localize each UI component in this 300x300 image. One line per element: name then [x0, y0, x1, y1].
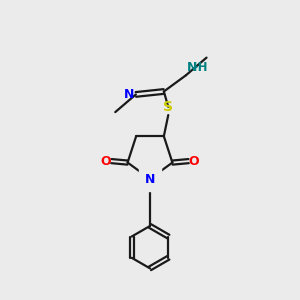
Text: N: N	[124, 88, 134, 101]
Text: O: O	[101, 154, 111, 168]
Text: N: N	[145, 173, 155, 186]
Text: O: O	[189, 154, 199, 168]
Text: ·H: ·H	[194, 61, 208, 74]
Text: N: N	[187, 61, 197, 74]
Text: S: S	[163, 100, 173, 114]
